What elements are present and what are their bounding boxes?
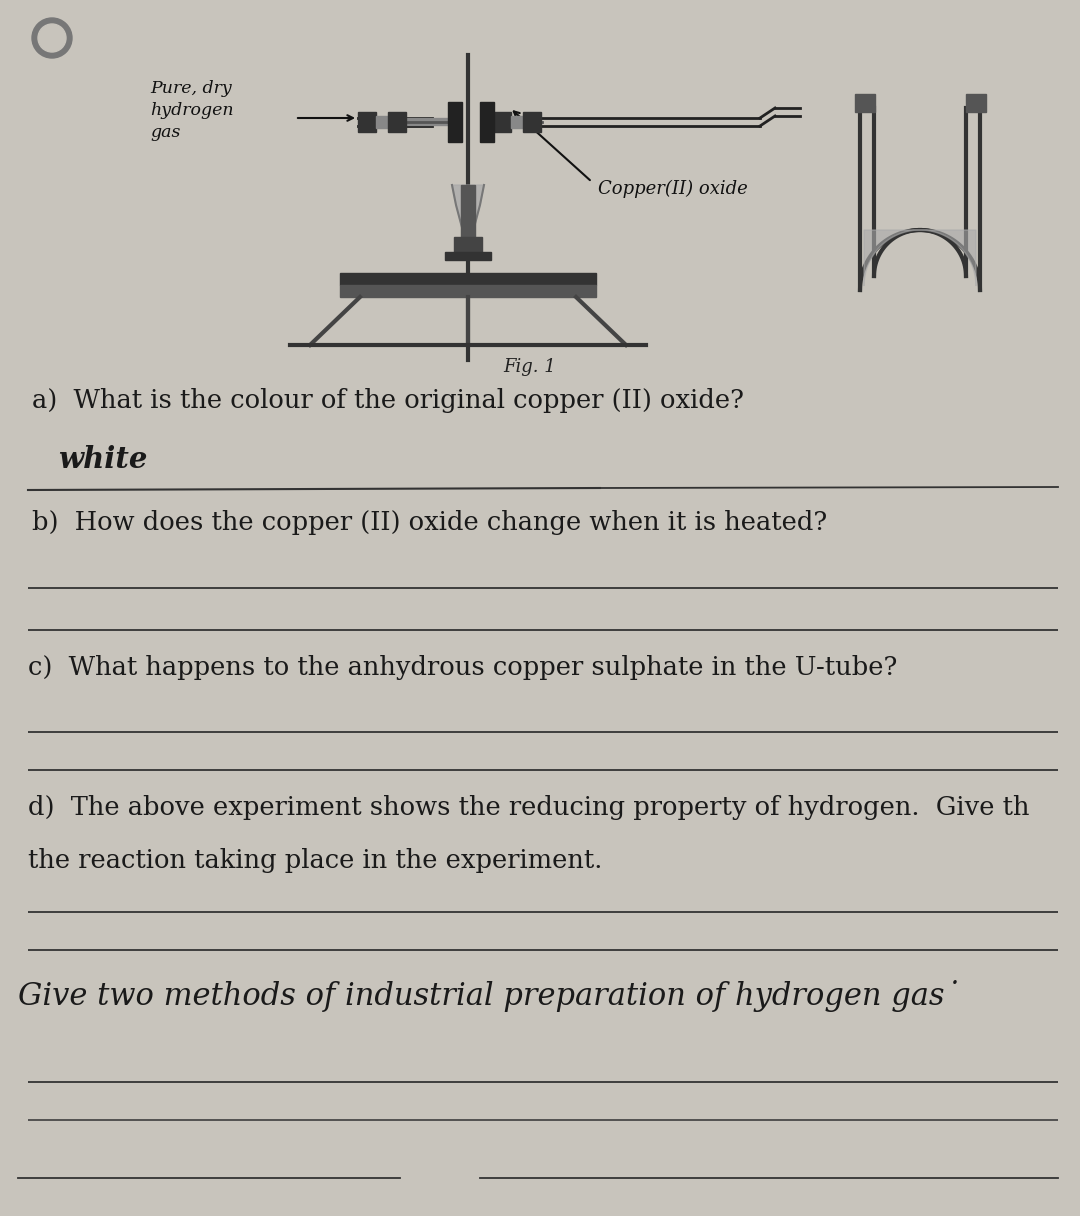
- Text: Copper(II) oxide: Copper(II) oxide: [598, 180, 747, 198]
- Bar: [855, 94, 875, 112]
- Polygon shape: [864, 230, 976, 286]
- Circle shape: [32, 18, 72, 58]
- Bar: [388, 112, 406, 133]
- Text: Give two methods of industrial preparation of hydrogen gas˙: Give two methods of industrial preparati…: [18, 980, 960, 1012]
- Text: b)  How does the copper (II) oxide change when it is heated?: b) How does the copper (II) oxide change…: [32, 510, 827, 535]
- Polygon shape: [453, 185, 484, 250]
- Text: Fig. 1: Fig. 1: [503, 358, 556, 376]
- Text: Pure, dry
hydrogen
gas: Pure, dry hydrogen gas: [150, 80, 233, 141]
- Text: the reaction taking place in the experiment.: the reaction taking place in the experim…: [28, 848, 603, 873]
- Bar: [461, 185, 475, 240]
- Text: d)  The above experiment shows the reducing property of hydrogen.  Give th: d) The above experiment shows the reduci…: [28, 795, 1029, 820]
- Bar: [357, 112, 376, 133]
- Bar: [523, 112, 541, 133]
- Bar: [340, 274, 596, 285]
- Text: white: white: [58, 445, 147, 474]
- Bar: [480, 102, 494, 142]
- Circle shape: [38, 24, 66, 52]
- Bar: [511, 116, 523, 128]
- Bar: [454, 237, 482, 255]
- Bar: [448, 102, 462, 142]
- Text: a)  What is the colour of the original copper (II) oxide?: a) What is the colour of the original co…: [32, 388, 744, 413]
- Bar: [340, 285, 596, 297]
- Bar: [445, 252, 491, 260]
- Bar: [376, 116, 388, 128]
- Bar: [966, 94, 986, 112]
- Text: c)  What happens to the anhydrous copper sulphate in the U-tube?: c) What happens to the anhydrous copper …: [28, 655, 897, 680]
- Bar: [492, 112, 511, 133]
